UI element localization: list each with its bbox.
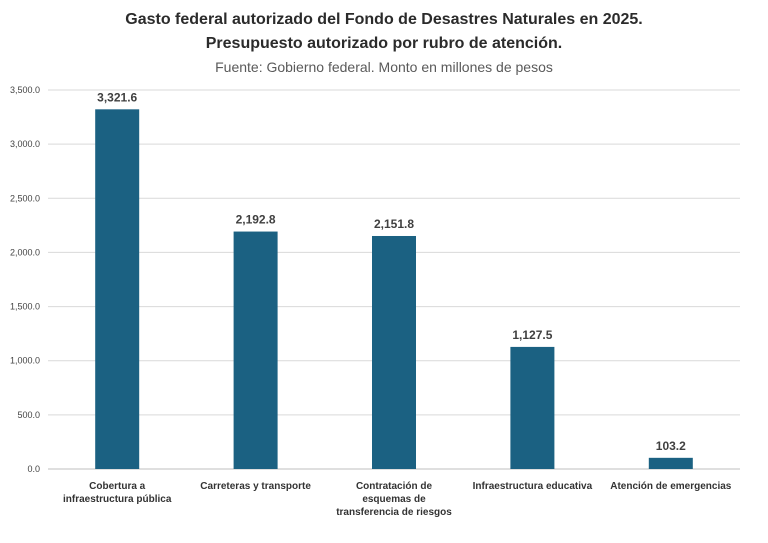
bar: [372, 235, 416, 469]
category-label: Contratación de esquemas de transferencia …: [336, 481, 452, 518]
bar: [233, 231, 278, 469]
data-label: 2,192.8: [236, 213, 276, 227]
category-label-line: esquemas de: [362, 494, 426, 505]
category-label: Atención de emergencias: [610, 481, 732, 492]
category-label-line: Cobertura a: [89, 481, 146, 492]
y-tick-label: 3,000.0: [10, 139, 40, 149]
y-tick-label: 3,500.0: [10, 85, 40, 95]
chart-title: Gasto federal autorizado del Fondo de De…: [125, 11, 643, 28]
category-label: Carreteras y transporte: [200, 481, 311, 492]
y-tick-label: 500.0: [17, 410, 40, 420]
y-tick-label: 1,500.0: [10, 302, 40, 312]
y-tick-label: 1,000.0: [10, 356, 40, 366]
category-label: Cobertura a infraestructura pública: [63, 481, 172, 505]
category-label-line: Infraestructura educativa: [473, 481, 593, 492]
x-axis-categories: Cobertura a infraestructura pública Carret…: [63, 481, 732, 518]
data-label: 2,151.8: [374, 217, 414, 231]
chart-subtitle: Presupuesto autorizado por rubro de aten…: [205, 35, 563, 52]
y-tick-label: 0.0: [27, 464, 40, 474]
category-label-line: Atención de emergencias: [610, 481, 732, 492]
category-label-line: infraestructura pública: [63, 494, 172, 505]
y-tick-label: 2,500.0: [10, 193, 40, 203]
data-label: 103.2: [656, 439, 686, 453]
bar: [95, 109, 140, 469]
category-label-line: transferencia de riesgos: [336, 507, 452, 518]
category-label-line: Contratación de: [356, 481, 433, 492]
y-tick-label: 2,000.0: [10, 247, 40, 257]
y-axis-ticks: 0.0 500.0 1,000.0 1,500.0 2,000.0 2,500.0 3,00…: [10, 85, 40, 474]
data-label: 3,321.6: [97, 90, 137, 104]
bar: [648, 457, 693, 469]
bar: [510, 346, 555, 469]
bars: [95, 109, 693, 469]
category-label-line: Carreteras y transporte: [200, 481, 311, 492]
chart-header: Gasto federal autorizado del Fondo de De…: [0, 8, 768, 78]
category-label: Infraestructura educativa: [473, 481, 593, 492]
chart-source: Fuente: Gobierno federal. Monto en millo…: [215, 59, 553, 75]
data-labels: 3,321.6 2,192.8 2,151.8 1,127.5 103.2: [97, 90, 686, 453]
data-label: 1,127.5: [512, 328, 552, 342]
